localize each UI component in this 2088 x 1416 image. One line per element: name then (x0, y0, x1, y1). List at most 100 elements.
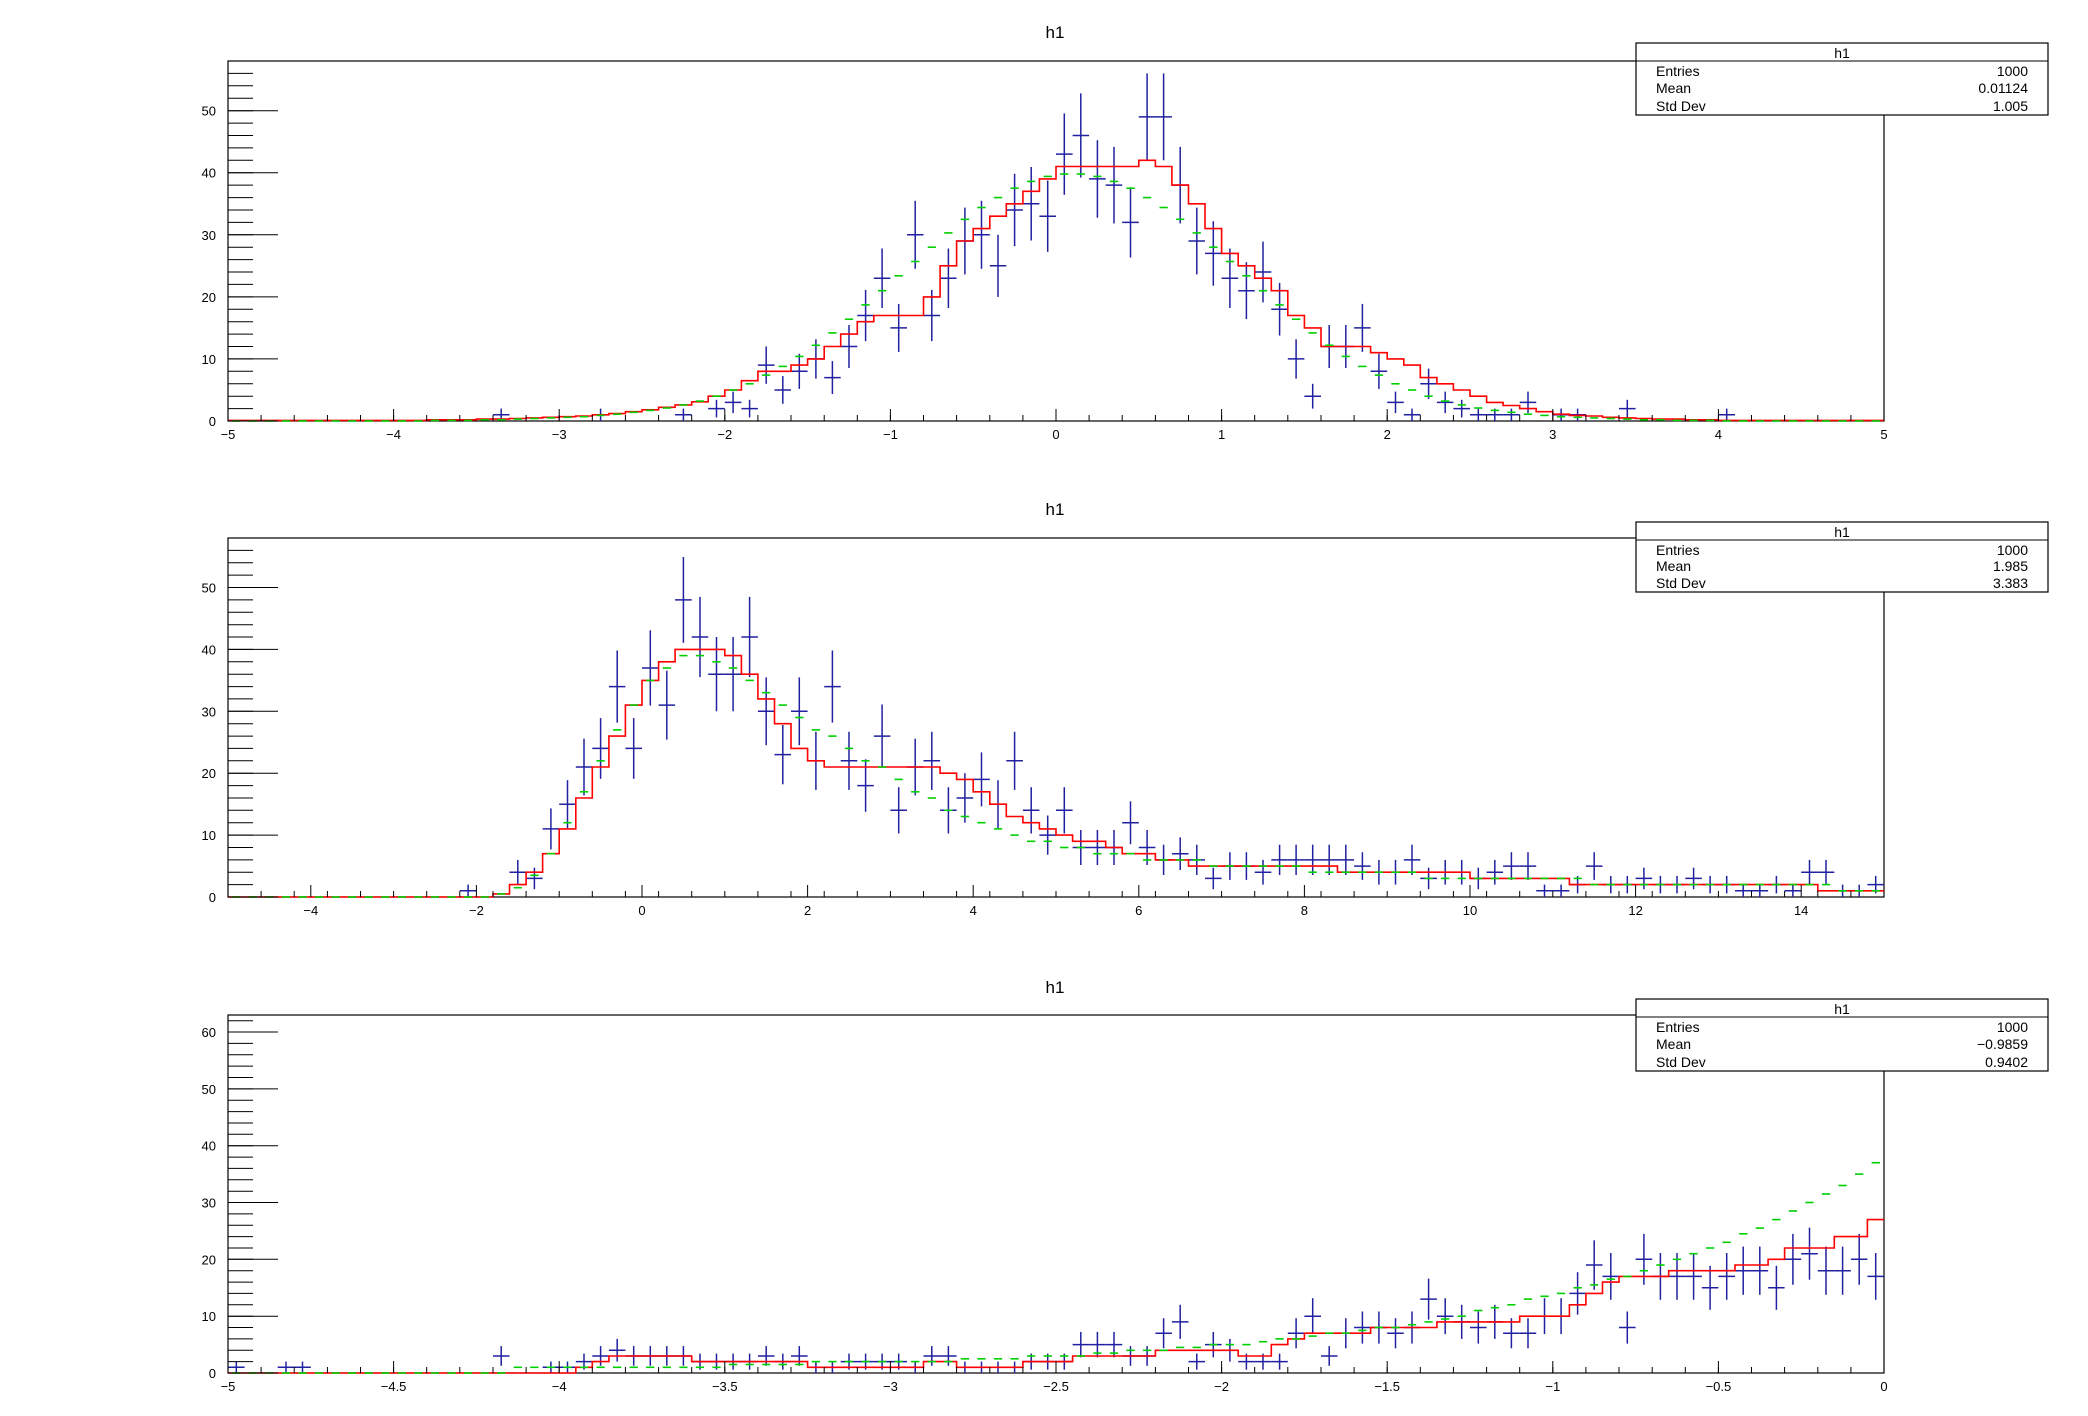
panel-2-stats-stddev-label: Std Dev (1656, 575, 1706, 591)
panel-3-stats-mean-label: Mean (1656, 1036, 1691, 1052)
panel-2-x-tick-label: 10 (1463, 903, 1477, 918)
panel-1-stats-entries-label: Entries (1656, 63, 1700, 79)
panel-2-data-point (608, 650, 626, 723)
panel-1-data-point (1436, 391, 1454, 414)
panel-3-data-point (1585, 1240, 1603, 1290)
panel-1-data-point (824, 361, 841, 394)
panel-3-data-point (608, 1338, 626, 1362)
panel-3-y-tick-label: 30 (202, 1196, 216, 1211)
panel-3-stats-box: h1 Entries 1000 Mean −0.9859 Std Dev 0.9… (1635, 998, 2049, 1072)
panel-3-data-point (1387, 1318, 1404, 1349)
panel-1-data-point (1039, 180, 1056, 252)
panel-2-data-point (625, 718, 642, 779)
panel-1-x-tick-label: −5 (221, 427, 236, 442)
panel-3-stats-title: h1 (1834, 1001, 1850, 1017)
panel-3-axes: −5 −4.5 −4 −3.5 −3 −2.5 −2 −1.5 −1 −0.5 0 0 10 20 30 40… (202, 1020, 1888, 1394)
panel-3-data-point (1619, 1311, 1636, 1344)
panel-1-data-point (1304, 383, 1321, 409)
panel-2-data-point (1552, 884, 1570, 897)
panel-1-x-tick-label: 5 (1880, 427, 1887, 442)
panel-1-stats-stddev-label: Std Dev (1656, 98, 1706, 114)
panel-2-data-point (1519, 852, 1537, 880)
panel-2-x-tick-label: 14 (1794, 903, 1808, 918)
panel-3-data-point (1668, 1253, 1686, 1300)
panel-3-data-point (1801, 1227, 1818, 1280)
panel-3-data-point (1784, 1233, 1802, 1285)
panel-1-data-point (1056, 113, 1073, 195)
panel-2-data-point (642, 630, 659, 706)
panel-3-x-tick-label: −1.5 (1374, 1379, 1400, 1394)
panel-3-data-point (1569, 1272, 1586, 1315)
panel-2-data-point (675, 557, 692, 643)
panel-1-stats-stddev-value: 1.005 (1993, 98, 2028, 114)
panel-3-y-tick-label: 50 (202, 1082, 216, 1097)
panel-2-data-point (973, 752, 990, 807)
panel-1-data-point (1619, 399, 1636, 418)
panel-3-y-tick-label: 20 (202, 1252, 216, 1267)
panel-3-data-point (1867, 1253, 1884, 1300)
panel-3-data-point (1701, 1265, 1719, 1310)
panel-1-data-point (1254, 241, 1272, 303)
panel-3-data-point (1321, 1346, 1338, 1366)
panel-1-data-point (1089, 140, 1106, 218)
panel-2-data-point (1337, 844, 1355, 875)
panel-3-data-point (1354, 1311, 1371, 1344)
panel-1-data-point (1519, 391, 1537, 414)
panel-2-data-point (1536, 884, 1553, 897)
panel-1-title: h1 (1046, 23, 1065, 42)
panel-1-data-point (1271, 282, 1288, 336)
panel-1-stats-box: h1 Entries 1000 Mean 0.01124 Std Dev 1.0… (1635, 42, 2049, 116)
panel-3-data-point (1817, 1246, 1835, 1295)
panel-2-data-point (956, 773, 974, 823)
panel-3-x-tick-label: −1 (1545, 1379, 1560, 1394)
panel-2-x-tick-label: −2 (469, 903, 484, 918)
panel-1-data-point (1503, 408, 1520, 421)
panel-2-data-point (1254, 859, 1272, 885)
panel-2-data-point (1171, 837, 1189, 870)
panel-2-x-tick-label: 0 (638, 903, 645, 918)
panel-1-data-point (1718, 408, 1735, 421)
panel-3-y-tick-label: 40 (202, 1139, 216, 1154)
panel-2-data-point (559, 780, 576, 829)
panel-2-data-point (890, 787, 907, 834)
panel-3-x-tick-label: −4.5 (381, 1379, 407, 1394)
panel-3-data-point (1420, 1278, 1437, 1320)
panel-1-y-tick-label: 20 (202, 290, 216, 305)
panel-2-data-point (923, 731, 941, 790)
panel-2-stats-stddev-value: 3.383 (1993, 575, 2028, 591)
panel-1-data-point (741, 399, 758, 418)
panel-2-data-point (1006, 731, 1023, 790)
panel-1-x-tick-label: −3 (552, 427, 567, 442)
panel-2-y-tick-label: 0 (209, 890, 216, 905)
panel-2-y-tick-label: 20 (202, 766, 216, 781)
panel-1-data-point (1022, 167, 1040, 241)
panel-3-x-tick-label: −2 (1214, 1379, 1229, 1394)
panel-3-data-point (1751, 1246, 1769, 1295)
panel-3-x-tick-label: 0 (1880, 1379, 1887, 1394)
panel-3-stats-entries-value: 1000 (1997, 1019, 2028, 1035)
panel-3-data-point (493, 1346, 510, 1366)
panel-3-data-point (1685, 1253, 1702, 1300)
panel-3-y-tick-label: 0 (209, 1366, 216, 1381)
panel-1-x-tick-label: 2 (1384, 427, 1391, 442)
panel-3-data-point (1155, 1318, 1172, 1349)
panel-1-data-point (1354, 303, 1371, 352)
panel-1-data-point (1006, 173, 1023, 247)
panel-2-y-tick-label: 40 (202, 642, 216, 657)
panel-3-data-point (1735, 1246, 1752, 1295)
panel-2-data-point (840, 731, 858, 790)
panel-1-data-point (1470, 408, 1487, 421)
panel-1-x-tick-label: −1 (883, 427, 898, 442)
panel-2-y-tick-label: 10 (202, 828, 216, 843)
panel-3-x-tick-label: −0.5 (1706, 1379, 1732, 1394)
panel-2-data-point (1205, 867, 1222, 890)
panel-3-data-point (1519, 1318, 1537, 1349)
panel-3-stats-mean-value: −0.9859 (1977, 1036, 2028, 1052)
panel-3-stats-stddev-value: 0.9402 (1985, 1054, 2028, 1070)
panel-2-x-tick-label: 6 (1135, 903, 1142, 918)
panel-1-data-point (940, 248, 957, 308)
panel-2-data-point (542, 808, 560, 850)
